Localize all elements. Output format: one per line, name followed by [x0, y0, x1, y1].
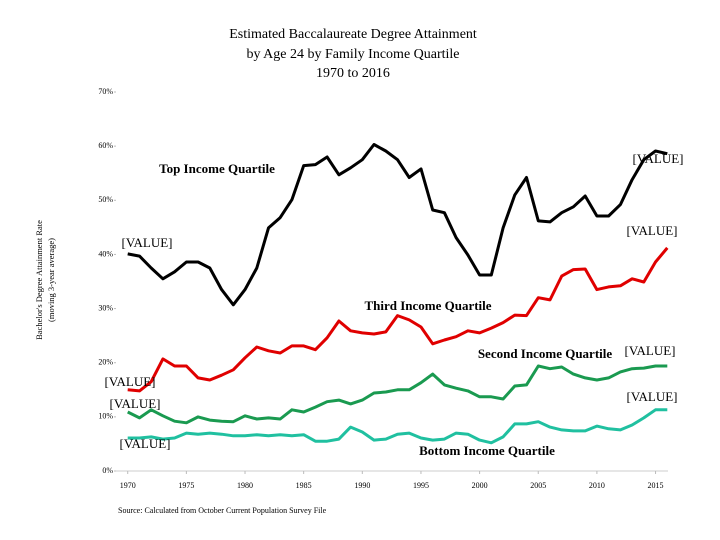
series-line [127, 408, 668, 445]
data-label: [VALUE] [626, 389, 677, 404]
y-tick-label: 10% [98, 412, 113, 421]
series-line [127, 246, 669, 393]
chart-title: Estimated Baccalaureate Degree Attainmen… [229, 27, 477, 42]
x-tick-label: 2005 [530, 481, 546, 490]
source-note: Source: Calculated from October Current … [118, 506, 327, 515]
y-tick-label: 30% [98, 303, 113, 312]
series-label: Third Income Quartile [364, 298, 491, 313]
x-tick-label: 1980 [237, 481, 253, 490]
data-label: [VALUE] [104, 374, 155, 389]
x-tick-label: 1990 [354, 481, 370, 490]
y-tick-label: 60% [98, 141, 113, 150]
series-line [127, 143, 668, 307]
x-tick-label: 2000 [472, 481, 488, 490]
chart-title: 1970 to 2016 [316, 66, 390, 81]
y-axis-title: (moving 3-year average) [46, 238, 56, 322]
series-label: Bottom Income Quartile [419, 443, 555, 458]
x-tick-label: 2010 [589, 481, 605, 490]
data-label: [VALUE] [624, 343, 675, 358]
data-label: [VALUE] [121, 235, 172, 250]
y-tick-label: 70% [98, 87, 113, 96]
x-tick-label: 2015 [648, 481, 664, 490]
data-label: [VALUE] [632, 151, 683, 166]
chart-title: by Age 24 by Family Income Quartile [246, 47, 459, 62]
y-tick-label: 40% [98, 249, 113, 258]
x-tick-label: 1970 [120, 481, 136, 490]
series-line [127, 364, 668, 425]
y-tick-label: 20% [98, 358, 113, 367]
y-tick-label: 50% [98, 195, 113, 204]
data-label: [VALUE] [119, 436, 170, 451]
x-tick-label: 1975 [178, 481, 194, 490]
series-label: Second Income Quartile [478, 346, 613, 361]
y-axis-title: Bachelor's Degree Attainment Rate [34, 220, 44, 340]
data-label: [VALUE] [626, 223, 677, 238]
y-tick-label: 0% [102, 466, 113, 475]
data-label: [VALUE] [109, 396, 160, 411]
x-tick-label: 1995 [413, 481, 429, 490]
series-label: Top Income Quartile [159, 161, 275, 176]
x-tick-label: 1985 [296, 481, 312, 490]
